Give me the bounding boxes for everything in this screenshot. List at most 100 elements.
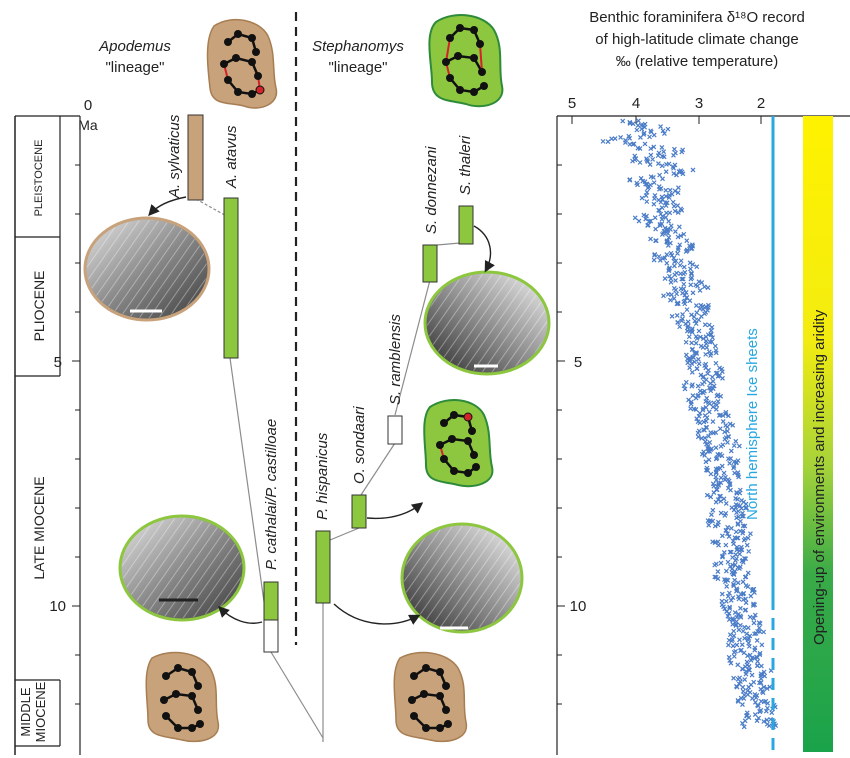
d18o-point: [671, 296, 677, 301]
d18o-point: [651, 180, 657, 186]
d18o-point: [697, 306, 703, 312]
d18o-point: [705, 285, 711, 291]
d18o-point: [673, 277, 678, 283]
d18o-point: [647, 162, 653, 168]
d18o-point: [689, 347, 695, 353]
d18o-point: [661, 293, 666, 299]
d18o-point: [652, 215, 658, 221]
d18o-point: [738, 605, 743, 611]
d18o-point: [679, 149, 685, 155]
d18o-point: [681, 383, 687, 389]
bar-a-atavus: [223, 197, 239, 359]
d18o-point: [706, 409, 712, 415]
d18o-point: [652, 196, 657, 201]
d18o-point: [693, 340, 699, 346]
label-p-hispanicus: P. hispanicus: [314, 432, 331, 520]
d18o-point: [720, 554, 725, 560]
d18o-point: [701, 449, 707, 455]
d18o-point: [702, 439, 708, 445]
d18o-point: [678, 258, 684, 264]
d18o-point: [672, 229, 678, 234]
d18o-point: [736, 474, 742, 480]
d18o-point: [743, 671, 749, 677]
d18o-point: [757, 680, 762, 686]
d18o-point: [748, 531, 753, 537]
d18o-point: [653, 226, 659, 232]
d18o-point: [730, 617, 736, 623]
d18o-point: [732, 535, 738, 541]
d18o-point: [662, 276, 668, 282]
d18o-point: [612, 136, 618, 141]
d18o-point: [746, 643, 752, 649]
d18o-point: [648, 174, 654, 180]
d18o-point: [731, 633, 737, 639]
d18o-point: [718, 475, 724, 481]
d18o-point: [630, 158, 635, 164]
d18o-point: [752, 602, 758, 608]
d18o-point: [729, 525, 734, 531]
d18o-point: [663, 215, 669, 220]
d18o-point: [743, 501, 749, 507]
d18o-point: [750, 587, 756, 593]
d18o-point: [713, 406, 719, 412]
d18o-point: [688, 266, 693, 272]
d18o-point: [660, 128, 666, 134]
d18o-point: [740, 688, 746, 694]
d18o-point: [659, 153, 665, 159]
d18o-point: [641, 212, 647, 218]
d18o-point: [746, 684, 752, 690]
bar-p-cathalai: [263, 581, 279, 621]
d18o-point: [755, 658, 761, 664]
d18o-point: [756, 625, 762, 631]
d18o-point: [700, 375, 706, 380]
x-tick-5: 5: [568, 95, 576, 112]
d18o-point: [734, 587, 740, 593]
epoch-late-miocene: LATE MIOCENE: [31, 476, 47, 579]
d18o-point: [740, 720, 745, 726]
d18o-point: [703, 334, 709, 340]
d18o-point: [674, 313, 680, 318]
d18o-point: [630, 121, 636, 127]
d18o-point: [716, 412, 722, 418]
d18o-point: [731, 541, 737, 547]
d18o-point: [702, 284, 707, 290]
d18o-point: [715, 373, 721, 379]
d18o-point: [647, 134, 652, 140]
climate-panel-title: Benthic foraminifera δ¹⁸O record of high…: [589, 9, 805, 70]
d18o-point: [769, 710, 775, 716]
d18o-point: [740, 702, 745, 708]
d18o-point: [729, 638, 735, 644]
d18o-point: [740, 666, 745, 672]
aridity-bar: Opening-up of environments and increasin…: [803, 116, 833, 752]
d18o-point: [756, 715, 761, 721]
d18o-point: [706, 457, 712, 463]
apodemus-genus: Apodemus: [98, 38, 171, 55]
d18o-point: [757, 650, 763, 656]
d18o-point: [693, 395, 699, 401]
d18o-point: [674, 172, 679, 178]
d18o-point: [706, 522, 712, 528]
age-unit-ma: Ma: [78, 117, 98, 133]
epoch-miocene: MIOCENE: [33, 681, 48, 742]
label-a-atavus: A. atavus: [223, 125, 240, 189]
d18o-point: [700, 345, 706, 350]
apodemus-header: Apodemus "lineage": [98, 38, 171, 76]
d18o-point: [669, 313, 675, 319]
d18o-point: [683, 339, 689, 345]
d18o-point: [713, 360, 719, 366]
molar-icon-bottom-right: [393, 651, 468, 743]
d18o-point: [679, 207, 685, 213]
d18o-point: [701, 419, 707, 425]
d18o-point: [703, 467, 709, 473]
d18o-point: [742, 607, 748, 613]
d18o-point: [666, 195, 672, 201]
micrograph-apodemus: [83, 216, 211, 322]
d18o-point: [653, 238, 659, 244]
d18o-point: [726, 534, 732, 539]
d18o-point: [749, 655, 755, 661]
d18o-point: [694, 310, 700, 316]
d18o-point: [705, 448, 711, 454]
d18o-point: [727, 632, 733, 638]
d18o-point: [644, 189, 650, 195]
d18o-point: [710, 518, 716, 524]
